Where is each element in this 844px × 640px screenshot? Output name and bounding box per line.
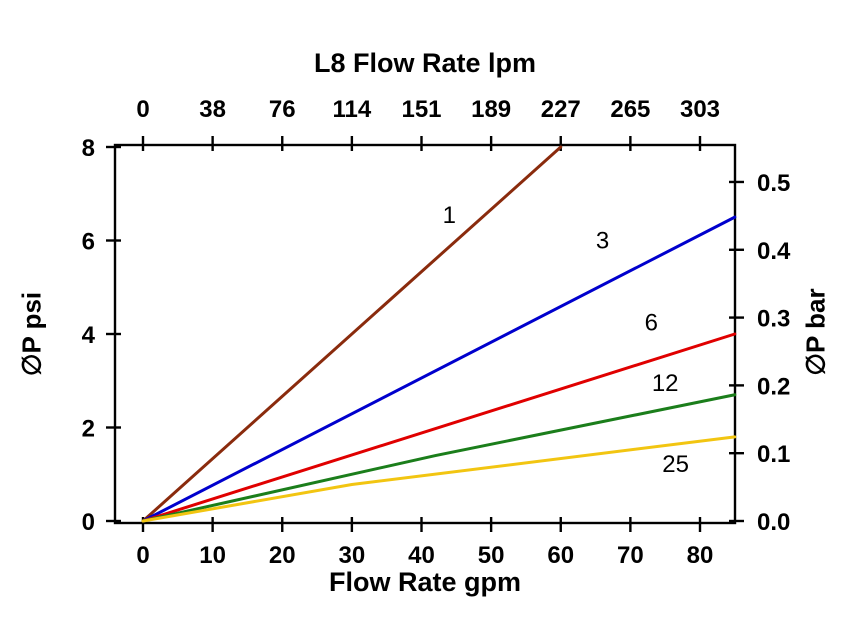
y-right-tick-label: 0.2 [757, 373, 790, 400]
y-left-tick-label: 8 [82, 135, 95, 162]
x-axis-tick-label: 0 [136, 542, 149, 569]
y-left-tick-label: 6 [82, 229, 95, 256]
top-axis-tick-label: 265 [610, 96, 650, 123]
y-left-tick-label: 2 [82, 416, 95, 443]
top-axis-tick-label: 227 [541, 96, 581, 123]
top-axis-tick-label: 38 [199, 96, 226, 123]
series-label-6: 6 [645, 309, 658, 336]
series-line-1 [141, 145, 563, 523]
series-label-25: 25 [662, 451, 689, 478]
x-axis-tick-label: 20 [269, 542, 296, 569]
top-axis-tick-label: 114 [333, 96, 372, 123]
series-label-3: 3 [596, 228, 609, 255]
y-right-tick-label: 0.3 [757, 306, 790, 333]
series-line-25 [141, 435, 737, 523]
y-left-tick-label: 4 [82, 322, 96, 349]
x-axis-tick-label: 10 [199, 542, 226, 569]
top-axis-title: L8 Flow Rate lpm [313, 48, 537, 78]
bottom-axis-label: Flow Rate gpm [328, 567, 521, 597]
top-axis-tick-label: 0 [136, 96, 149, 123]
series-line-12 [141, 393, 737, 523]
y-right-tick-label: 0.1 [757, 441, 790, 468]
series-label-12: 12 [652, 370, 679, 397]
top-axis-tick-label: 151 [401, 96, 441, 123]
series-line-3 [141, 215, 737, 523]
y-right-tick-label: 0.0 [757, 509, 790, 536]
plot-border [113, 143, 737, 525]
y-right-tick-label: 0.5 [757, 170, 790, 197]
x-axis-tick-label: 40 [408, 542, 435, 569]
x-axis-tick-label: 30 [339, 542, 366, 569]
top-axis-tick-label: 76 [269, 96, 296, 123]
series-label-1: 1 [443, 202, 456, 229]
top-axis-tick-label: 189 [471, 96, 511, 123]
y-left-tick-label: 0 [82, 509, 95, 536]
x-axis-tick-label: 70 [617, 542, 644, 569]
series-line-6 [141, 332, 737, 523]
x-axis-tick-label: 80 [687, 542, 714, 569]
y-right-tick-label: 0.4 [757, 238, 791, 265]
x-axis-tick-label: 50 [478, 542, 505, 569]
top-axis-tick-label: 303 [680, 96, 720, 123]
x-axis-tick-label: 60 [547, 542, 574, 569]
